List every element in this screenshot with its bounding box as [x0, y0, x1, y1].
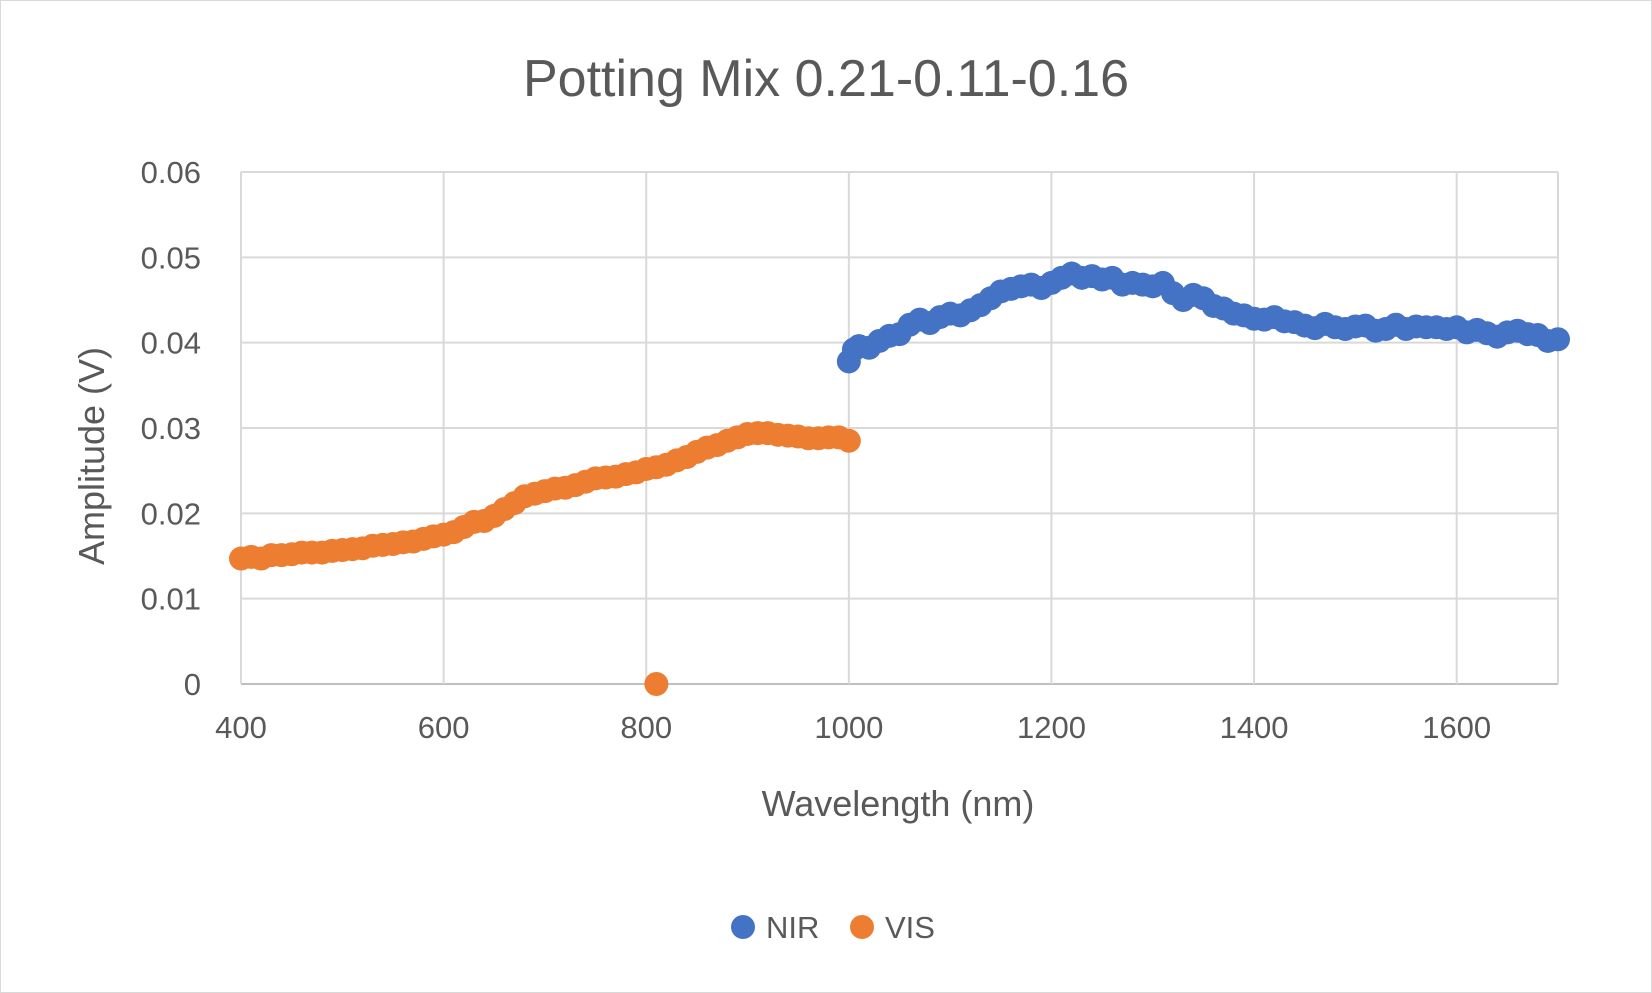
- y-axis-title: Amplitude (V): [71, 347, 112, 565]
- legend-label-nir: NIR: [766, 910, 819, 945]
- data-point-vis: [836, 428, 861, 453]
- legend: NIR VIS: [731, 910, 935, 945]
- data-point-vis: [644, 672, 669, 696]
- x-axis-title: Wavelength (nm): [762, 783, 1035, 824]
- x-tick-label: 1600: [1422, 710, 1491, 745]
- legend-label-vis: VIS: [885, 910, 935, 945]
- y-tick-label: 0.05: [141, 240, 201, 275]
- x-tick-label: 1000: [814, 710, 883, 745]
- chart-title: Potting Mix 0.21-0.11-0.16: [523, 50, 1129, 108]
- grid-lines: [240, 171, 1559, 685]
- y-tick-label: 0.06: [141, 155, 201, 190]
- x-tick-label: 600: [418, 710, 470, 745]
- data-point-nir: [1546, 327, 1570, 352]
- x-tick-label: 1400: [1220, 710, 1289, 745]
- data-points: [229, 261, 1570, 696]
- legend-marker-vis: [850, 915, 874, 939]
- y-tick-label: 0.04: [141, 326, 201, 361]
- x-tick-label: 1200: [1017, 710, 1086, 745]
- x-tick-label: 800: [620, 710, 672, 745]
- y-tick-label: 0.03: [141, 411, 201, 446]
- y-tick-label: 0.02: [141, 496, 201, 531]
- y-tick-labels: 0 0.01 0.02 0.03 0.04 0.05 0.06: [141, 155, 201, 702]
- x-tick-labels: 400 600 800 1000 1200 1400 1600: [215, 710, 1491, 745]
- y-tick-label: 0.01: [141, 582, 201, 617]
- y-tick-label: 0: [184, 667, 201, 702]
- legend-marker-nir: [731, 915, 755, 939]
- x-tick-label: 400: [215, 710, 267, 745]
